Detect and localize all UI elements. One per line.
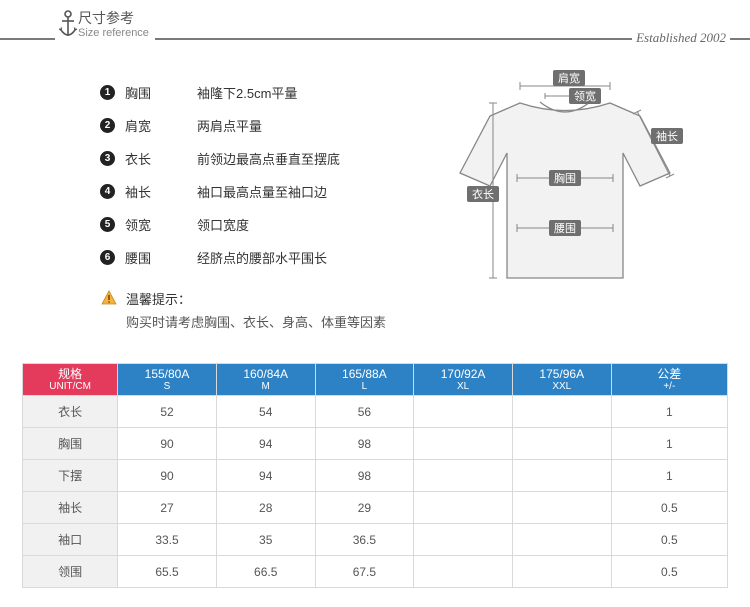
cell: 28	[216, 492, 315, 524]
definition-desc: 前领边最高点垂直至摆底	[197, 149, 340, 168]
definition-label: 衣长	[125, 149, 197, 168]
definition-badge: 6	[100, 250, 115, 265]
svg-text:腰围: 腰围	[554, 222, 576, 235]
cell: 90	[118, 460, 217, 492]
definition-label: 袖长	[125, 182, 197, 201]
size-table: 规格UNIT/CM155/80AS160/84AM165/88AL170/92A…	[0, 363, 750, 588]
cell: 27	[118, 492, 217, 524]
definition-badge: 5	[100, 217, 115, 232]
th-tolerance: 公差+/-	[611, 364, 727, 396]
cell-tolerance: 1	[611, 428, 727, 460]
definition-desc: 袖口最高点量至袖口边	[197, 182, 327, 201]
cell: 98	[315, 460, 414, 492]
th-size-2: 165/88AL	[315, 364, 414, 396]
cell: 94	[216, 428, 315, 460]
definition-label: 领宽	[125, 215, 197, 234]
definition-label: 肩宽	[125, 116, 197, 135]
th-size-1: 160/84AM	[216, 364, 315, 396]
svg-text:胸围: 胸围	[554, 171, 576, 185]
cell	[512, 460, 611, 492]
definition-row: 1 胸围袖隆下2.5cm平量	[100, 83, 440, 102]
definition-label: 腰围	[125, 248, 197, 267]
table-row: 袖口33.53536.5 0.5	[23, 524, 728, 556]
definition-label: 胸围	[125, 83, 197, 102]
cell-tolerance: 0.5	[611, 524, 727, 556]
definition-row: 3 衣长前领边最高点垂直至摆底	[100, 149, 440, 168]
svg-text:衣长: 衣长	[472, 187, 494, 201]
definition-badge: 2	[100, 118, 115, 133]
th-size-4: 175/96AXXL	[512, 364, 611, 396]
cell: 29	[315, 492, 414, 524]
definition-desc: 袖隆下2.5cm平量	[197, 83, 297, 102]
cell-tolerance: 0.5	[611, 556, 727, 588]
definition-desc: 领口宽度	[197, 215, 249, 234]
definition-badge: 3	[100, 151, 115, 166]
svg-text:领宽: 领宽	[574, 89, 596, 103]
cell: 98	[315, 428, 414, 460]
cell	[414, 524, 513, 556]
cell: 90	[118, 428, 217, 460]
table-row: 袖长272829 0.5	[23, 492, 728, 524]
cell: 54	[216, 396, 315, 428]
midsection: 1胸围袖隆下2.5cm平量2肩宽两肩点平量3衣长前领边最高点垂直至摆底4袖长袖口…	[0, 48, 750, 363]
cell	[512, 524, 611, 556]
row-header: 衣长	[23, 396, 118, 428]
cell	[512, 492, 611, 524]
cell: 35	[216, 524, 315, 556]
row-header: 袖口	[23, 524, 118, 556]
table-row: 胸围909498 1	[23, 428, 728, 460]
title-cn: 尺寸参考	[78, 10, 149, 26]
svg-text:肩宽: 肩宽	[558, 71, 580, 85]
cell: 65.5	[118, 556, 217, 588]
svg-text:袖长: 袖长	[656, 129, 678, 143]
table-row: 领围65.566.567.5 0.5	[23, 556, 728, 588]
cell	[512, 396, 611, 428]
definition-desc: 经脐点的腰部水平围长	[197, 248, 327, 267]
header: 尺寸参考 Size reference Established 2002	[0, 0, 750, 48]
cell	[414, 460, 513, 492]
row-header: 下摆	[23, 460, 118, 492]
cell: 66.5	[216, 556, 315, 588]
warning-icon	[100, 290, 118, 305]
cell: 52	[118, 396, 217, 428]
cell: 67.5	[315, 556, 414, 588]
cell	[512, 428, 611, 460]
title-block: 尺寸参考 Size reference	[78, 10, 155, 40]
cell-tolerance: 1	[611, 396, 727, 428]
definition-badge: 4	[100, 184, 115, 199]
tshirt-diagram: 肩宽 领宽 袖长 胸围 腰围 衣长	[445, 68, 685, 303]
cell	[414, 492, 513, 524]
cell: 94	[216, 460, 315, 492]
cell	[414, 428, 513, 460]
definition-row: 5 领宽领口宽度	[100, 215, 440, 234]
tip-body: 购买时请考虑胸围、衣长、身高、体重等因素	[126, 312, 386, 331]
cell-tolerance: 1	[611, 460, 727, 492]
title-en: Size reference	[78, 26, 149, 40]
th-size-3: 170/92AXL	[414, 364, 513, 396]
definition-badge: 1	[100, 85, 115, 100]
row-header: 胸围	[23, 428, 118, 460]
table-row: 衣长525456 1	[23, 396, 728, 428]
row-header: 袖长	[23, 492, 118, 524]
cell-tolerance: 0.5	[611, 492, 727, 524]
th-size-0: 155/80AS	[118, 364, 217, 396]
definition-row: 2 肩宽两肩点平量	[100, 116, 440, 135]
cell	[414, 396, 513, 428]
cell	[512, 556, 611, 588]
definitions-list: 1 胸围袖隆下2.5cm平量 2 肩宽两肩点平量 3 衣长前领边最高点垂直至摆底 4 袖长袖口…	[100, 83, 440, 267]
row-header: 领围	[23, 556, 118, 588]
cell	[414, 556, 513, 588]
table-row: 下摆909498 1	[23, 460, 728, 492]
definition-row: 4 袖长袖口最高点量至袖口边	[100, 182, 440, 201]
cell: 56	[315, 396, 414, 428]
established-text: Established 2002	[632, 30, 730, 46]
definition-desc: 两肩点平量	[197, 116, 262, 135]
tip-title: 温馨提示：	[126, 289, 386, 308]
th-spec: 规格UNIT/CM	[23, 364, 118, 396]
cell: 36.5	[315, 524, 414, 556]
definition-row: 6 腰围经脐点的腰部水平围长	[100, 248, 440, 267]
cell: 33.5	[118, 524, 217, 556]
